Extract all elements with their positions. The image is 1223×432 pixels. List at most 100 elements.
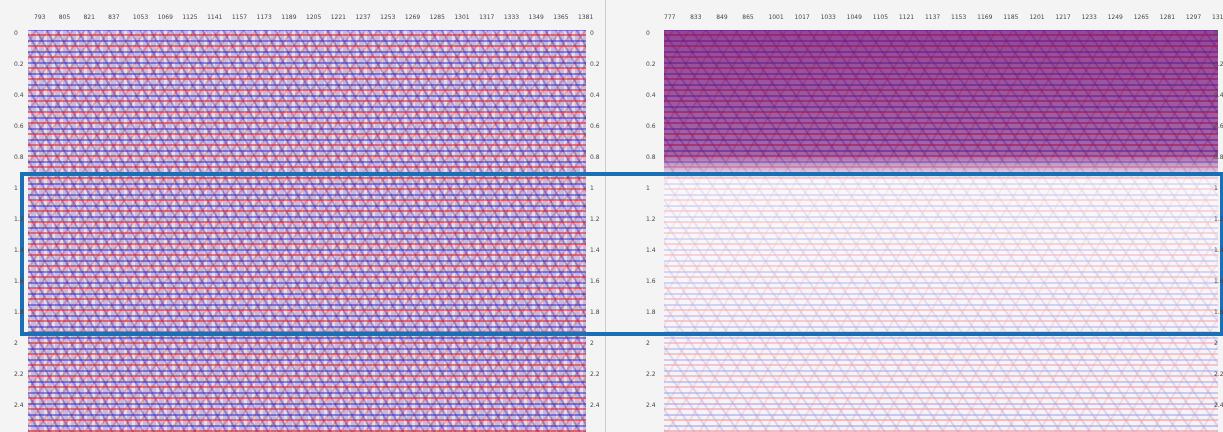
time-label: 0.4 <box>1214 92 1223 99</box>
trace-label: 1153 <box>951 14 967 21</box>
time-label: 2 <box>590 340 594 347</box>
trace-label: 1125 <box>182 14 198 21</box>
time-label: 1.6 <box>1214 278 1223 285</box>
time-label: 0.8 <box>1214 154 1223 161</box>
time-label: 0.4 <box>590 92 600 99</box>
trace-label: 1365 <box>553 14 569 21</box>
trace-label: 1017 <box>794 14 810 21</box>
trace-label: 1265 <box>1133 14 1149 21</box>
trace-label: 1173 <box>256 14 272 21</box>
trace-label: 1317 <box>479 14 495 21</box>
time-label: 2.2 <box>1214 371 1223 378</box>
time-label: 1.4 <box>14 247 24 254</box>
trace-label: 1233 <box>1081 14 1097 21</box>
time-label: 0.6 <box>14 123 24 130</box>
trace-label: 1253 <box>380 14 396 21</box>
time-label: 2.2 <box>14 371 24 378</box>
trace-label: 1381 <box>578 14 594 21</box>
trace-label: 1313 <box>1212 14 1223 21</box>
highlight-box <box>20 172 1223 336</box>
time-label: 1.2 <box>14 216 24 223</box>
trace-label: 1001 <box>768 14 784 21</box>
time-label: 1.8 <box>14 309 24 316</box>
left-panel <box>0 0 606 432</box>
trace-label: 1049 <box>846 14 862 21</box>
time-label: 0.8 <box>590 154 600 161</box>
time-label: 1.6 <box>14 278 24 285</box>
trace-label: 1121 <box>898 14 915 21</box>
right-panel <box>606 0 1223 432</box>
time-label: 2.2 <box>646 371 656 378</box>
time-label: 0.4 <box>646 92 656 99</box>
time-label: 0.2 <box>14 61 24 68</box>
time-label: 1.6 <box>646 278 656 285</box>
trace-label: 1201 <box>1029 14 1045 21</box>
trace-label: 837 <box>108 14 120 21</box>
time-label: 1 <box>590 185 594 192</box>
trace-label: 1157 <box>231 14 248 21</box>
trace-label: 1217 <box>1055 14 1071 21</box>
trace-label: 1053 <box>132 14 149 21</box>
time-label: 1.4 <box>590 247 600 254</box>
trace-label: 1281 <box>1159 14 1176 21</box>
time-label: 0.2 <box>1214 61 1223 68</box>
time-label: 2.4 <box>14 402 24 409</box>
time-label: 1.2 <box>1214 216 1223 223</box>
time-label: 0.8 <box>646 154 656 161</box>
trace-label: 1301 <box>454 14 470 21</box>
trace-label: 865 <box>742 14 754 21</box>
time-label: 2.4 <box>590 402 600 409</box>
trace-label: 1205 <box>306 14 322 21</box>
trace-label: 849 <box>716 14 728 21</box>
trace-label: 1141 <box>207 14 223 21</box>
trace-label: 1169 <box>977 14 993 21</box>
trace-label: 1297 <box>1185 14 1202 21</box>
time-label: 1.8 <box>1214 309 1223 316</box>
trace-label: 805 <box>58 14 71 21</box>
time-label: 2.2 <box>590 371 600 378</box>
time-label: 0 <box>14 30 18 37</box>
trace-label: 1137 <box>924 14 941 21</box>
time-label: 1 <box>14 185 18 192</box>
time-label: 1 <box>1214 185 1218 192</box>
time-label: 2.4 <box>646 402 656 409</box>
trace-label: 777 <box>664 14 676 21</box>
time-label: 0.6 <box>646 123 656 130</box>
time-label: 0 <box>1214 30 1218 37</box>
time-label: 0.8 <box>14 154 24 161</box>
time-label: 0.2 <box>590 61 600 68</box>
time-label: 1.2 <box>646 216 656 223</box>
trace-label: 1069 <box>157 14 173 21</box>
time-label: 1.6 <box>590 278 600 285</box>
trace-label: 1185 <box>1003 14 1019 21</box>
trace-label: 1105 <box>872 14 889 21</box>
time-label: 0 <box>590 30 594 37</box>
time-label: 1 <box>646 185 650 192</box>
trace-label: 1333 <box>503 14 520 21</box>
time-label: 0.2 <box>646 61 656 68</box>
time-label: 2 <box>1214 340 1218 347</box>
time-label: 2.4 <box>1214 402 1223 409</box>
time-label: 1.8 <box>590 309 600 316</box>
trace-label: 1269 <box>404 14 421 21</box>
trace-label: 793 <box>34 14 46 21</box>
trace-label: 1285 <box>429 14 445 21</box>
time-label: 1.8 <box>646 309 656 316</box>
trace-label: 1221 <box>330 14 346 21</box>
trace-label: 1189 <box>281 14 297 21</box>
seismic-section <box>664 30 1218 432</box>
trace-label: 1349 <box>528 14 544 21</box>
trace-label: 1237 <box>355 14 371 21</box>
time-label: 1.4 <box>646 247 656 254</box>
trace-label: 1033 <box>820 14 836 21</box>
trace-label: 1249 <box>1107 14 1123 21</box>
time-label: 2 <box>646 340 650 347</box>
time-label: 1.2 <box>590 216 600 223</box>
trace-label: 821 <box>83 14 95 21</box>
time-label: 2 <box>14 340 18 347</box>
trace-label: 833 <box>690 14 702 21</box>
time-label: 1.4 <box>1214 247 1223 254</box>
time-label: 0 <box>646 30 650 37</box>
time-label: 0.6 <box>1214 123 1223 130</box>
